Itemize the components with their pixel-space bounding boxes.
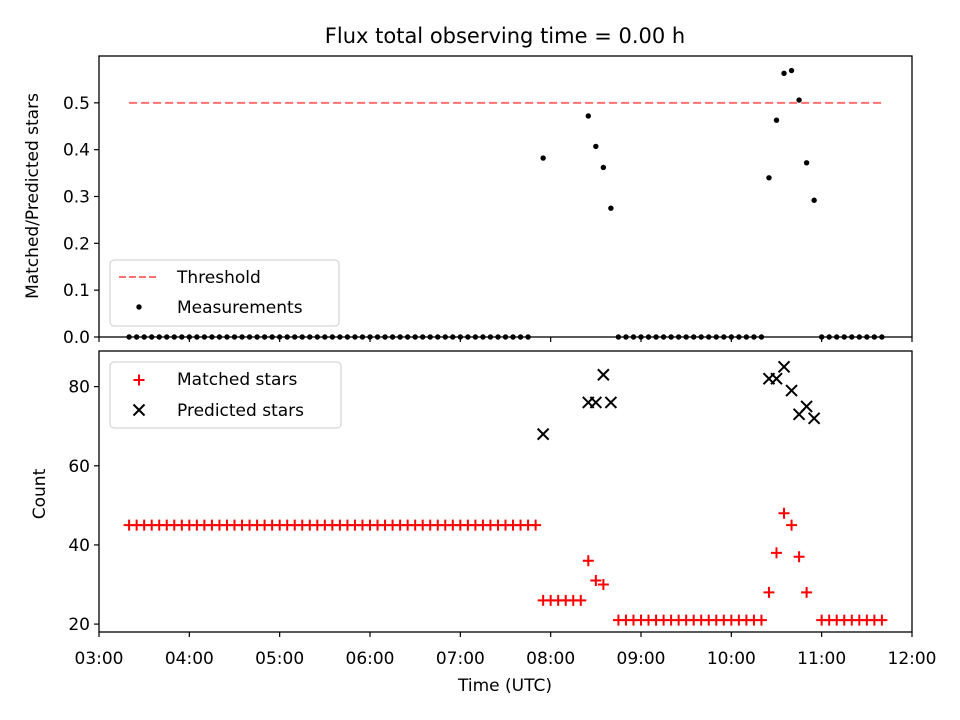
x-tick-label: 06:00 [346, 649, 395, 669]
count-y-tick-label: 20 [68, 615, 90, 635]
ratio-y-tick-label: 0.2 [63, 234, 90, 254]
measurements-legend-label: Measurements [177, 298, 303, 318]
predicted-legend-label: Predicted stars [177, 401, 304, 421]
matched-star-point [755, 614, 767, 626]
predicted-star-point [800, 400, 813, 413]
measurement-point [593, 143, 599, 150]
count-y-label: Count [30, 468, 50, 519]
measurement-point [811, 197, 817, 203]
count-axes-frame [98, 350, 913, 633]
count-y-tick-label: 40 [68, 536, 90, 556]
x-tick-label: 03:00 [75, 649, 124, 669]
predicted-star-point [536, 427, 550, 441]
matched-star-point [876, 614, 888, 626]
x-tick-label: 11:00 [797, 649, 846, 669]
ratio-x-ticks [98, 337, 913, 342]
measurement-point [773, 117, 780, 123]
ratio-y-axis: 0.0 0.1 0.2 0.3 0.4 0.5 [63, 94, 99, 348]
ratio-legend: Threshold Measurements [109, 259, 340, 327]
chart-title: Flux total observing time = 0.00 h [325, 24, 685, 48]
x-tick-label: 09:00 [617, 649, 666, 669]
count-legend-box [109, 361, 342, 429]
ratio-y-tick-label: 0.0 [63, 328, 90, 348]
count-legend: Matched stars Predicted stars [109, 361, 342, 429]
threshold-legend-label: Threshold [176, 268, 261, 288]
measurement-point [608, 205, 614, 211]
matched-star-point [763, 586, 775, 598]
x-tick-label: 08:00 [526, 649, 575, 669]
matched-star-point [786, 519, 798, 531]
matched-star-point [582, 555, 594, 567]
count-y-tick-label: 60 [68, 457, 90, 477]
measurements-legend-marker [136, 304, 142, 310]
matched-star-point [575, 594, 587, 606]
predicted-star-point [770, 372, 783, 385]
ratio-legend-box [109, 259, 340, 327]
predicted-star-point [807, 412, 821, 425]
measurement-point [803, 160, 810, 166]
matched-legend-label: Matched stars [177, 370, 297, 390]
count-plot-area [123, 360, 888, 626]
predicted-star-point [785, 384, 798, 397]
ratio-y-tick-label: 0.1 [63, 281, 90, 301]
ratio-panel: 0.0 0.1 0.2 0.3 0.4 0.5 Matched/Predicted sta… [23, 55, 913, 348]
count-y-tick-label: 80 [68, 378, 90, 398]
count-x-axis: 03:00 04:00 05:00 06:00 07:00 08:00 09:00 10:00… [75, 632, 937, 669]
x-axis-label: Time (UTC) [457, 676, 552, 696]
matched-star-point [771, 547, 782, 559]
measurement-point [781, 70, 787, 77]
measurement-point [796, 97, 802, 103]
measurement-point [540, 155, 546, 161]
x-tick-label: 05:00 [255, 649, 304, 669]
x-tick-label: 10:00 [707, 649, 756, 669]
ratio-y-label: Matched/Predicted stars [23, 93, 43, 299]
predicted-star-point [777, 360, 791, 374]
measurement-point [766, 175, 772, 181]
predicted-star-point [589, 396, 603, 409]
ratio-y-tick-label: 0.3 [63, 188, 90, 208]
matched-star-point [778, 507, 790, 519]
ratio-y-tick-label: 0.4 [63, 141, 90, 161]
predicted-star-point [597, 368, 610, 381]
matched-star-point [590, 575, 602, 587]
measurement-point [585, 113, 592, 119]
x-tick-label: 07:00 [436, 649, 485, 669]
matched-star-point [530, 519, 542, 531]
ratio-y-tick-label: 0.5 [63, 94, 90, 114]
matched-star-point [801, 586, 813, 598]
matched-star-point [597, 579, 609, 591]
matched-star-point [793, 551, 805, 563]
x-tick-label: 04:00 [165, 649, 214, 669]
measurement-point [788, 67, 795, 74]
measurement-point [600, 164, 607, 171]
count-y-axis: 20 40 60 80 [68, 378, 99, 635]
predicted-star-point [604, 396, 618, 409]
x-tick-label: 12:00 [888, 649, 937, 669]
matched-legend-marker [133, 374, 145, 386]
predicted-legend-marker [132, 403, 146, 417]
